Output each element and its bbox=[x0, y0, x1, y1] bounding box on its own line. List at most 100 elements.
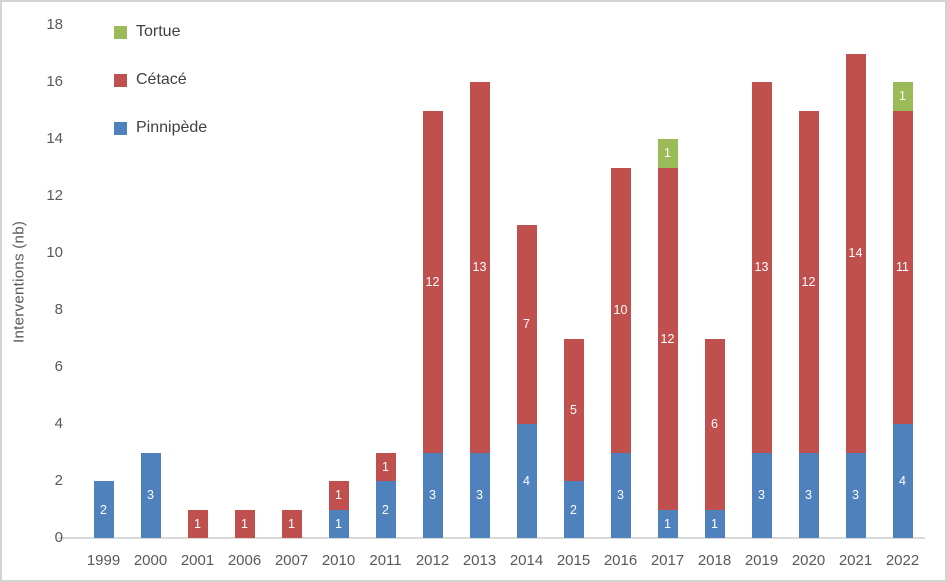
bar-segment-cetace: 12 bbox=[657, 167, 678, 510]
bar-segment-tortue: 1 bbox=[657, 139, 678, 168]
bar-segment-cetace: 7 bbox=[516, 224, 537, 424]
bar-segment-cetace: 1 bbox=[234, 509, 255, 538]
bar-segment-value: 3 bbox=[758, 488, 765, 503]
bar-segment-value: 6 bbox=[711, 417, 718, 431]
bar-segment-pinnipede: 4 bbox=[516, 424, 537, 538]
x-tick-label: 2018 bbox=[697, 552, 732, 569]
y-tick-label: 10 bbox=[46, 244, 63, 261]
bar-segment-value: 1 bbox=[899, 89, 906, 104]
bar-segment-value: 1 bbox=[335, 488, 342, 503]
bar-segment-value: 12 bbox=[660, 331, 675, 346]
bar-segment-pinnipede: 1 bbox=[704, 509, 725, 538]
x-tick-label: 2022 bbox=[885, 552, 920, 569]
legend-label: Pinnipède bbox=[136, 119, 208, 136]
bar-segment-pinnipede: 1 bbox=[328, 509, 349, 538]
y-tick-label: 0 bbox=[54, 529, 63, 546]
bar-segment-pinnipede: 3 bbox=[610, 452, 631, 538]
x-tick-label: 1999 bbox=[86, 552, 121, 569]
bar-segment-value: 2 bbox=[570, 502, 577, 517]
legend-swatch-icon bbox=[114, 73, 127, 87]
bar-segment-value: 13 bbox=[754, 260, 769, 275]
x-tick-label: 2016 bbox=[603, 552, 638, 569]
x-tick-label: 2000 bbox=[133, 552, 168, 569]
x-tick-label: 2012 bbox=[415, 552, 450, 569]
bar-segment-pinnipede: 3 bbox=[798, 452, 819, 538]
bar-segment-cetace: 1 bbox=[187, 509, 208, 538]
bar-segment-pinnipede: 3 bbox=[751, 452, 772, 538]
bar-segment-cetace: 13 bbox=[469, 82, 490, 453]
bar-segment-cetace: 1 bbox=[281, 509, 302, 538]
y-tick-label: 12 bbox=[46, 187, 63, 204]
y-tick-label: 8 bbox=[54, 301, 63, 318]
bar-segment-pinnipede: 3 bbox=[845, 452, 866, 538]
bar-segment-value: 12 bbox=[801, 274, 816, 289]
bar-segment-value: 1 bbox=[194, 516, 201, 531]
legend-item-cetace: Cétacé bbox=[114, 71, 207, 88]
bar-segment-value: 1 bbox=[664, 146, 671, 161]
bar-segment-value: 4 bbox=[523, 474, 530, 488]
bar-segment-value: 1 bbox=[382, 459, 389, 474]
x-axis-line bbox=[58, 537, 925, 539]
bar-segment-cetace: 13 bbox=[751, 82, 772, 453]
bar-segment-cetace: 1 bbox=[328, 481, 349, 510]
legend-swatch-icon bbox=[114, 25, 127, 39]
x-tick-label: 2006 bbox=[227, 552, 262, 569]
legend-label: Cétacé bbox=[136, 71, 187, 88]
bar-segment-value: 10 bbox=[613, 303, 628, 317]
legend-label: Tortue bbox=[136, 23, 181, 40]
x-tick-label: 2021 bbox=[838, 552, 873, 569]
y-tick-label: 4 bbox=[54, 415, 63, 432]
bar-segment-value: 5 bbox=[570, 402, 577, 417]
bar-segment-cetace: 14 bbox=[845, 53, 866, 453]
y-axis-title: Interventions (nb) bbox=[10, 220, 28, 343]
x-tick-label: 2015 bbox=[556, 552, 591, 569]
bar-segment-pinnipede: 2 bbox=[93, 481, 114, 538]
bar-segment-cetace: 10 bbox=[610, 167, 631, 453]
bar-segment-value: 2 bbox=[100, 502, 107, 517]
bar-segment-pinnipede: 1 bbox=[657, 509, 678, 538]
bar-segment-value: 13 bbox=[472, 260, 487, 275]
x-tick-label: 2020 bbox=[791, 552, 826, 569]
bar-segment-pinnipede: 2 bbox=[563, 481, 584, 538]
x-tick-label: 2010 bbox=[321, 552, 356, 569]
bar-segment-cetace: 12 bbox=[422, 110, 443, 453]
bar-segment-value: 3 bbox=[852, 488, 859, 503]
x-tick-label: 2007 bbox=[274, 552, 309, 569]
bar-segment-pinnipede: 3 bbox=[469, 452, 490, 538]
bar-segment-value: 14 bbox=[848, 246, 863, 260]
legend-swatch-icon bbox=[114, 121, 127, 135]
bar-segment-cetace: 12 bbox=[798, 110, 819, 453]
bar-segment-value: 3 bbox=[617, 488, 624, 503]
bar-segment-value: 1 bbox=[241, 516, 248, 531]
bar-segment-value: 11 bbox=[896, 260, 909, 275]
bar-segment-value: 1 bbox=[335, 516, 342, 531]
x-tick-label: 2019 bbox=[744, 552, 779, 569]
bar-segment-value: 3 bbox=[476, 488, 483, 503]
bar-segment-value: 1 bbox=[711, 516, 718, 531]
bar-segment-tortue: 1 bbox=[892, 82, 913, 111]
bar-segment-pinnipede: 4 bbox=[892, 424, 913, 538]
bar-segment-value: 2 bbox=[382, 502, 389, 517]
y-tick-label: 2 bbox=[54, 472, 63, 489]
bar-segment-value: 7 bbox=[523, 317, 530, 332]
bar-segment-value: 1 bbox=[664, 516, 671, 531]
bar-segment-cetace: 11 bbox=[892, 110, 913, 424]
x-tick-label: 2011 bbox=[369, 552, 402, 569]
x-tick-label: 2014 bbox=[509, 552, 544, 569]
y-tick-label: 16 bbox=[46, 73, 63, 90]
bar-segment-value: 1 bbox=[288, 516, 295, 531]
legend-item-pinnipede: Pinnipède bbox=[114, 119, 208, 136]
y-tick-label: 14 bbox=[46, 130, 63, 147]
bar-segment-value: 12 bbox=[425, 274, 440, 289]
y-tick-label: 18 bbox=[46, 16, 63, 33]
bar-segment-pinnipede: 3 bbox=[140, 452, 161, 538]
bar-segment-value: 3 bbox=[429, 488, 436, 503]
bar-segment-value: 4 bbox=[899, 474, 906, 488]
bar-segment-value: 3 bbox=[147, 488, 154, 503]
x-tick-label: 2001 bbox=[180, 552, 215, 569]
bar-segment-cetace: 5 bbox=[563, 338, 584, 481]
bar-segment-pinnipede: 3 bbox=[422, 452, 443, 538]
bar-segment-pinnipede: 2 bbox=[375, 481, 396, 538]
y-tick-label: 6 bbox=[54, 358, 63, 375]
